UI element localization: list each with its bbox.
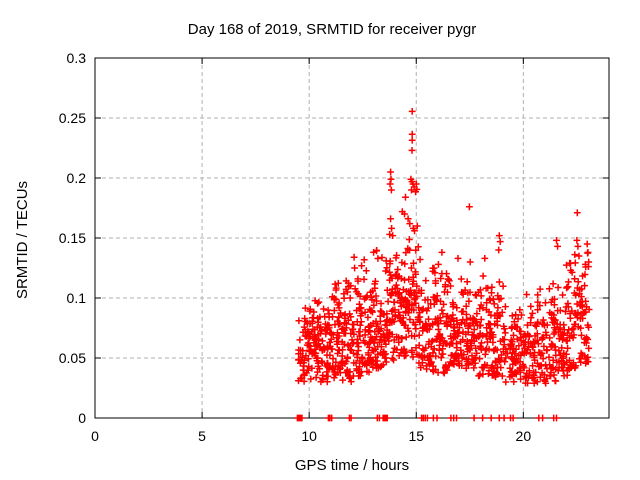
x-tick-labels: 0 5 10 15 20 (91, 428, 531, 444)
y-tick-label: 0.15 (59, 230, 86, 246)
grid-lines (95, 58, 609, 418)
y-tick-label: 0.2 (67, 170, 87, 186)
y-tick-labels: 0 0.05 0.1 0.15 0.2 0.25 0.3 (59, 50, 86, 426)
y-tick-label: 0.25 (59, 110, 86, 126)
data-points-series (294, 108, 593, 422)
x-tick-label: 0 (91, 428, 99, 444)
y-tick-label: 0.3 (67, 50, 87, 66)
x-axis-label: GPS time / hours (295, 457, 409, 474)
scatter-plus-markers (294, 108, 593, 422)
x-tick-label: 10 (301, 428, 317, 444)
x-tick-label: 5 (198, 428, 206, 444)
y-tick-label: 0.05 (59, 350, 86, 366)
chart-title: Day 168 of 2019, SRMTID for receiver pyg… (188, 21, 476, 38)
y-tick-label: 0 (78, 410, 86, 426)
x-tick-label: 20 (516, 428, 532, 444)
y-tick-label: 0.1 (67, 290, 87, 306)
y-axis-label: SRMTID / TECUs (14, 181, 31, 299)
x-tick-label: 15 (408, 428, 424, 444)
axis-labels: Day 168 of 2019, SRMTID for receiver pyg… (14, 21, 531, 474)
